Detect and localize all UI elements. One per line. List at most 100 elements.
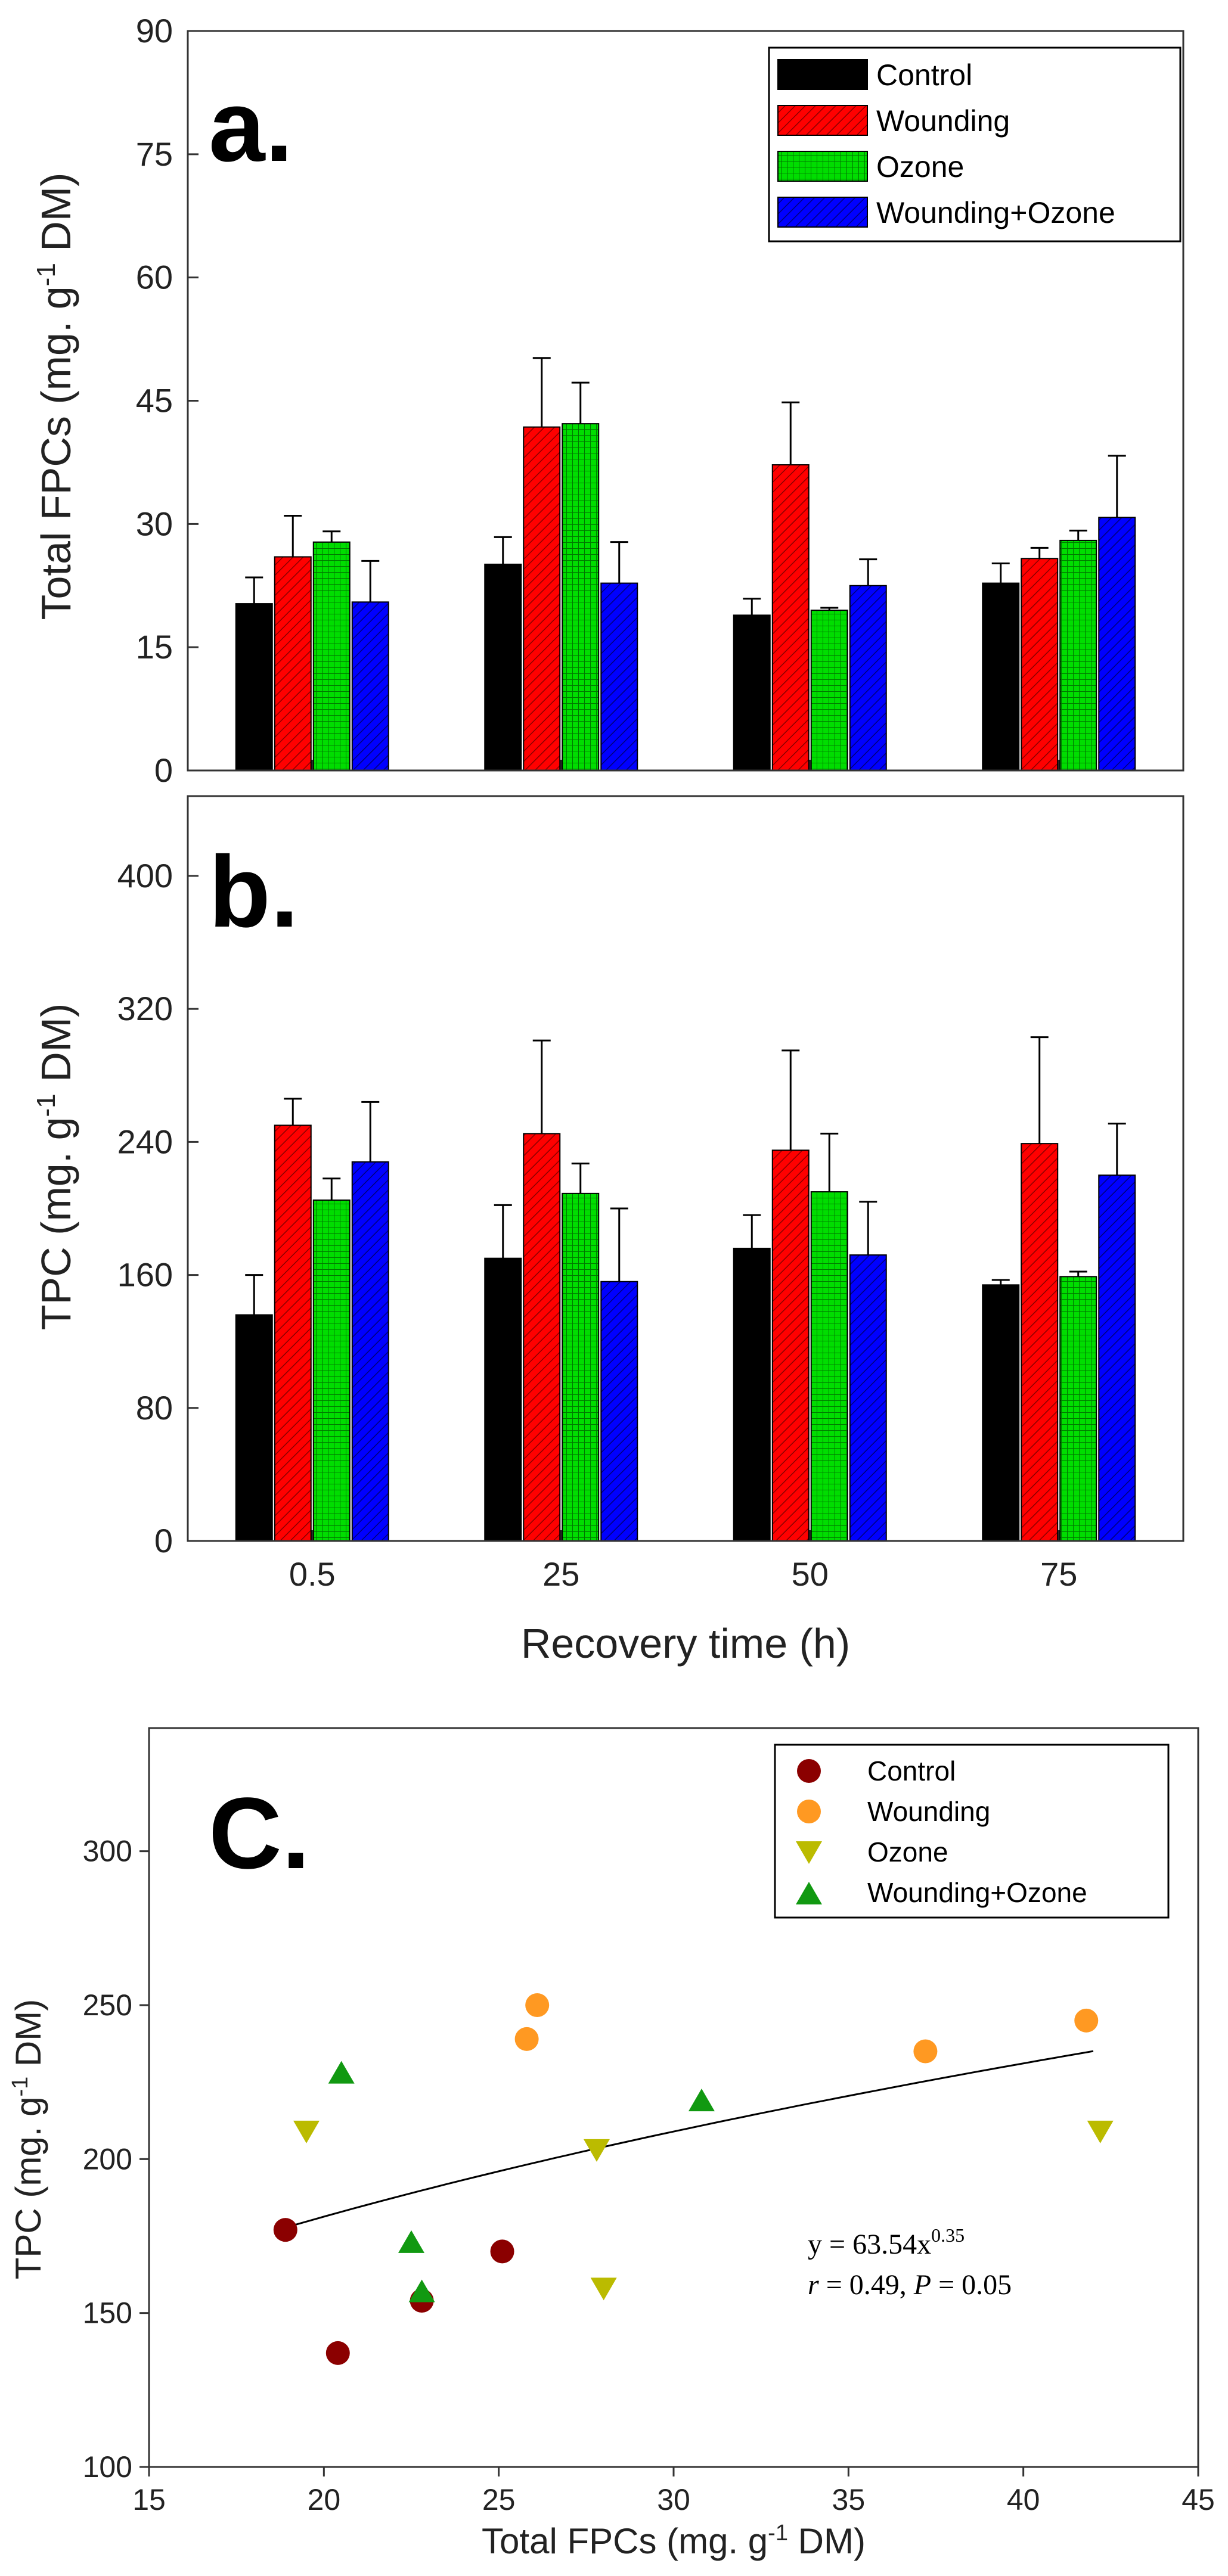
- b-x-tick-label: 50: [792, 1555, 829, 1593]
- a-bar-control: [982, 582, 1020, 771]
- c-x-tick-label: 25: [482, 2483, 516, 2516]
- b-bar-control: [982, 1284, 1020, 1542]
- c-y-tick-label: 250: [83, 1988, 132, 2022]
- b-bar-control: [484, 1257, 522, 1542]
- c-point-wounding-ozone: [408, 2279, 435, 2302]
- b-x-tick-label: 75: [1040, 1555, 1077, 1593]
- panel-c-legend-box: [774, 1744, 1170, 1919]
- c-point-wounding-ozone: [398, 2230, 424, 2253]
- c-point-wounding: [514, 2027, 539, 2051]
- legend-a-wounding-ozone-swatch: [777, 197, 868, 228]
- legend-c-control-label: Control: [867, 1755, 956, 1786]
- panel-c-frame: [148, 1727, 1199, 2468]
- b-bar-ozone: [312, 1200, 351, 1542]
- legend-a-wounding-swatch: [777, 105, 868, 136]
- a-bar-control: [733, 614, 771, 771]
- c-point-ozone: [1087, 2120, 1114, 2143]
- panel-b-label: b.: [209, 835, 299, 949]
- a-y-tick-label: 75: [136, 135, 173, 173]
- legend-c-wounding-label: Wounding: [867, 1796, 990, 1827]
- panel-c-fit-stats: r = 0.49, P = 0.05: [808, 2269, 1012, 2301]
- c-x-tick-label: 45: [1182, 2483, 1215, 2516]
- b-bar-ozone: [810, 1191, 848, 1542]
- legend-c-wounding-marker: [797, 1800, 821, 1823]
- b-bar-ozone: [562, 1192, 600, 1542]
- c-point-ozone: [590, 2277, 617, 2301]
- b-bar-wounding-ozone: [351, 1161, 389, 1542]
- legend-a-control-swatch: [777, 59, 868, 90]
- b-y-tick-label: 320: [117, 990, 173, 1027]
- a-y-tick-label: 30: [136, 505, 173, 542]
- panel-b-x-axis-title: Recovery time (h): [521, 1620, 850, 1667]
- panel-b-tpc-bar-chart: b. TPC (mg. g-1 DM) 0 80 160 240 320 400 0.5 25…: [32, 795, 1184, 1667]
- a-y-tick-label: 90: [136, 12, 173, 49]
- panel-c-label: C.: [209, 1777, 310, 1890]
- panel-c-scatter-plot: C. TPC (mg. g-1 DM) Total FPCs (mg. g-1 …: [8, 1727, 1215, 2561]
- a-bar-wounding-ozone: [351, 601, 389, 771]
- b-y-tick-label: 400: [117, 857, 173, 894]
- a-bar-wounding: [1021, 558, 1059, 771]
- a-bar-wounding-ozone: [600, 582, 638, 771]
- b-y-tick-label: 160: [117, 1256, 173, 1294]
- a-bar-control: [484, 563, 522, 771]
- c-y-tick-label: 300: [83, 1835, 132, 1868]
- c-x-tick-label: 40: [1007, 2483, 1040, 2516]
- legend-a-ozone-label: Ozone: [876, 150, 964, 184]
- panel-c-y-axis-title: TPC (mg. g-1 DM): [8, 1999, 48, 2279]
- legend-a-ozone-swatch: [777, 151, 868, 182]
- c-point-ozone: [583, 2139, 610, 2162]
- a-bar-ozone: [1059, 539, 1097, 772]
- c-y-tick-label: 100: [83, 2450, 132, 2484]
- c-point-wounding: [525, 1993, 550, 2017]
- a-bar-wounding: [771, 464, 810, 771]
- panel-c-fit-equation: y = 63.54x0.35: [808, 2224, 965, 2260]
- panel-c-x-axis-title: Total FPCs (mg. g-1 DM): [482, 2521, 866, 2561]
- c-x-tick-label: 30: [657, 2483, 690, 2516]
- panel-a-label: a.: [209, 70, 293, 183]
- c-x-tick-label: 20: [308, 2483, 341, 2516]
- a-bar-wounding-ozone: [1098, 517, 1136, 772]
- legend-c-control-marker: [797, 1759, 821, 1783]
- b-x-tick-label: 0.5: [289, 1555, 336, 1593]
- a-bar-wounding: [274, 556, 312, 771]
- c-point-control: [490, 2239, 514, 2264]
- b-bar-wounding: [771, 1149, 810, 1542]
- legend-c-ozone-label: Ozone: [867, 1837, 948, 1867]
- a-bar-ozone: [312, 541, 351, 771]
- c-point-control: [325, 2341, 350, 2365]
- a-bar-ozone: [810, 610, 848, 772]
- a-y-tick-label: 0: [154, 751, 173, 789]
- c-x-tick-label: 15: [132, 2483, 166, 2516]
- b-y-tick-label: 80: [136, 1389, 173, 1427]
- legend-a-wounding-ozone-label: Wounding+Ozone: [876, 196, 1115, 229]
- c-point-wounding: [1074, 2008, 1099, 2033]
- c-point-wounding: [913, 2039, 938, 2064]
- legend-a-control-label: Control: [876, 58, 972, 92]
- panel-a-y-axis-title: Total FPCs (mg. g-1 DM): [32, 173, 79, 620]
- a-y-tick-label: 60: [136, 259, 173, 296]
- b-bar-wounding-ozone: [849, 1254, 887, 1542]
- a-bar-wounding: [523, 426, 561, 771]
- b-bar-wounding: [274, 1124, 312, 1542]
- a-y-tick-label: 15: [136, 628, 173, 666]
- legend-c-wounding-ozone-marker: [796, 1882, 822, 1904]
- a-y-tick-label: 45: [136, 382, 173, 420]
- c-point-wounding-ozone: [328, 2061, 355, 2084]
- b-bar-wounding-ozone: [1098, 1174, 1136, 1542]
- b-y-tick-label: 0: [154, 1522, 173, 1559]
- a-bar-control: [235, 603, 273, 772]
- a-bar-ozone: [562, 423, 600, 771]
- panel-a-frame: [187, 30, 1184, 772]
- c-y-tick-label: 150: [83, 2297, 132, 2330]
- legend-a-wounding-label: Wounding: [876, 104, 1010, 138]
- b-y-tick-label: 240: [117, 1123, 173, 1160]
- c-point-ozone: [293, 2120, 320, 2143]
- c-y-tick-label: 200: [83, 2142, 132, 2176]
- panel-a-legend: Control Wounding Ozone Wounding+Ozone: [768, 46, 1182, 243]
- c-point-control: [273, 2218, 297, 2242]
- panel-a-total-fpcs-bar-chart: a. Total FPCs (mg. g-1 DM) 0 15 30 45 60 75 90…: [32, 12, 1184, 789]
- legend-c-ozone-marker: [796, 1841, 822, 1864]
- b-bar-ozone: [1059, 1276, 1097, 1542]
- b-bar-control: [235, 1314, 273, 1542]
